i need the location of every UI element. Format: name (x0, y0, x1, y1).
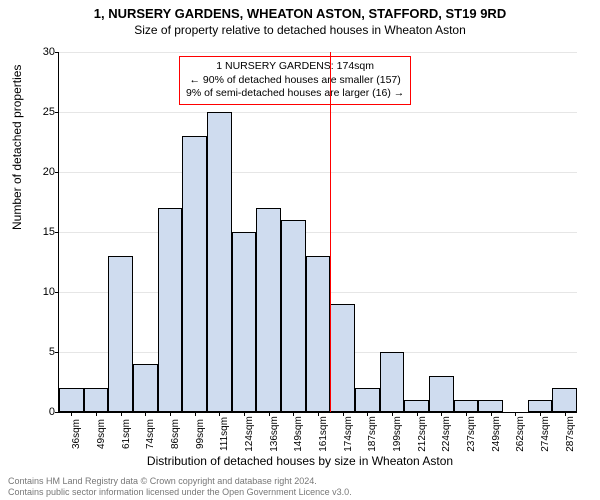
xtick-label: 161sqm (318, 416, 329, 452)
xtick-mark (71, 412, 72, 416)
histogram-bar (133, 364, 158, 412)
xtick-mark (170, 412, 171, 416)
footer-line1: Contains HM Land Registry data © Crown c… (8, 476, 352, 487)
xtick-label: 174sqm (343, 416, 354, 452)
xtick-mark (195, 412, 196, 416)
xtick-label: 224sqm (441, 416, 452, 452)
histogram-bar (182, 136, 207, 412)
xtick-label: 187sqm (367, 416, 378, 452)
chart-title: 1, NURSERY GARDENS, WHEATON ASTON, STAFF… (0, 0, 600, 21)
ytick-label: 5 (49, 346, 59, 358)
histogram-bar (404, 400, 429, 412)
footer-line2: Contains public sector information licen… (8, 487, 352, 498)
property-marker-line (330, 52, 331, 412)
histogram-bar (306, 256, 331, 412)
xtick-label: 212sqm (417, 416, 428, 452)
xtick-mark (121, 412, 122, 416)
xtick-mark (145, 412, 146, 416)
histogram-bar (355, 388, 380, 412)
xtick-label: 99sqm (195, 419, 206, 449)
xtick-label: 111sqm (219, 417, 230, 451)
xtick-mark (219, 412, 220, 416)
ytick-label: 10 (43, 286, 59, 298)
histogram-bar (232, 232, 257, 412)
xtick-label: 86sqm (170, 419, 181, 449)
histogram-bar (330, 304, 355, 412)
xtick-label: 74sqm (145, 419, 156, 449)
chart-container: 1, NURSERY GARDENS, WHEATON ASTON, STAFF… (0, 0, 600, 500)
gridline (59, 232, 577, 233)
ytick-label: 0 (49, 406, 59, 418)
ytick-label: 15 (43, 226, 59, 238)
plot-area: 1 NURSERY GARDENS: 174sqm ← 90% of detac… (58, 52, 577, 413)
x-axis-label: Distribution of detached houses by size … (0, 454, 600, 468)
xtick-label: 249sqm (491, 416, 502, 452)
histogram-bar (84, 388, 109, 412)
histogram-bar (429, 376, 454, 412)
histogram-bar (158, 208, 183, 412)
histogram-bar (108, 256, 133, 412)
histogram-bar (552, 388, 577, 412)
xtick-label: 199sqm (392, 416, 403, 452)
xtick-mark (96, 412, 97, 416)
histogram-bar (454, 400, 479, 412)
annotation-line2: ← 90% of detached houses are smaller (15… (186, 74, 404, 88)
xtick-label: 287sqm (565, 416, 576, 452)
xtick-label: 136sqm (269, 416, 280, 452)
footer-text: Contains HM Land Registry data © Crown c… (8, 476, 352, 498)
gridline (59, 172, 577, 173)
histogram-bar (478, 400, 503, 412)
chart-subtitle: Size of property relative to detached ho… (0, 21, 600, 37)
xtick-label: 61sqm (121, 419, 132, 449)
annotation-line1: 1 NURSERY GARDENS: 174sqm (186, 60, 404, 74)
gridline (59, 52, 577, 53)
ytick-label: 25 (43, 106, 59, 118)
xtick-label: 149sqm (293, 416, 304, 452)
gridline (59, 112, 577, 113)
histogram-bar (380, 352, 405, 412)
xtick-label: 274sqm (540, 416, 551, 452)
annotation-box: 1 NURSERY GARDENS: 174sqm ← 90% of detac… (179, 56, 411, 105)
xtick-label: 49sqm (96, 419, 107, 449)
ytick-label: 30 (43, 46, 59, 58)
histogram-bar (281, 220, 306, 412)
histogram-bar (207, 112, 232, 412)
histogram-bar (528, 400, 553, 412)
y-axis-label: Number of detached properties (10, 65, 24, 230)
xtick-label: 36sqm (71, 419, 82, 449)
xtick-label: 237sqm (466, 416, 477, 452)
histogram-bar (256, 208, 281, 412)
xtick-label: 262sqm (515, 416, 526, 452)
annotation-line3: 9% of semi-detached houses are larger (1… (186, 87, 404, 101)
histogram-bar (59, 388, 84, 412)
ytick-label: 20 (43, 166, 59, 178)
xtick-label: 124sqm (244, 416, 255, 452)
